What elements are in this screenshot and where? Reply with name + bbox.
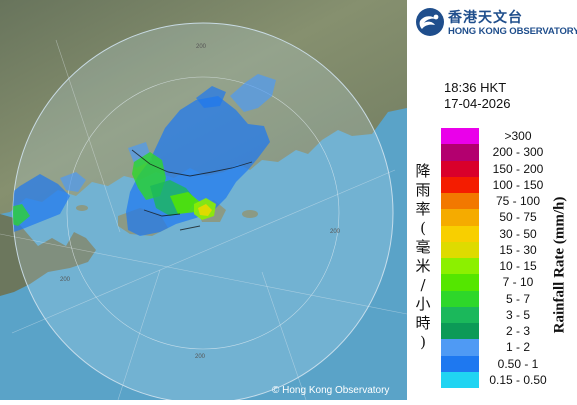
legend-label: 75 - 100 — [495, 194, 541, 208]
legend-label: 30 - 50 — [499, 226, 537, 241]
legend-swatch — [441, 128, 479, 145]
observation-date: 17-04-2026 — [444, 96, 511, 111]
legend-label: 10 - 15 — [499, 259, 537, 273]
legend-item: 30 - 50 — [441, 225, 577, 242]
legend-label: 15 - 30 — [499, 242, 537, 257]
range-label: 200 — [195, 354, 206, 360]
rainfall-echoes — [13, 74, 276, 236]
grid-line — [117, 269, 161, 401]
legend-label: 3 - 5 — [505, 307, 530, 322]
range-label: 200 — [330, 229, 341, 235]
legend-swatch — [441, 290, 479, 307]
legend-swatch — [441, 193, 479, 210]
boundary-line — [131, 149, 253, 231]
rainfall-heavy-echoes — [13, 152, 216, 226]
observation-time: 18:36 HKT — [444, 80, 507, 95]
legend-label: >300 — [504, 129, 532, 143]
grid-line — [11, 169, 396, 334]
legend-item: 0.50 - 1 — [441, 355, 577, 372]
legend-swatch — [441, 258, 479, 275]
island-small — [242, 210, 258, 218]
legend-label: 0.15 - 0.50 — [489, 372, 547, 387]
legend-label: 2 - 3 — [505, 324, 530, 338]
legend-swatch — [441, 176, 479, 193]
legend-item: 100 - 150 — [441, 176, 577, 193]
legend-swatch — [441, 323, 479, 340]
legend-label: 1 - 2 — [505, 340, 530, 355]
legend-item: 3 - 5 — [441, 306, 577, 323]
legend-label: 0.50 - 1 — [497, 356, 539, 371]
legend-item: 5 - 7 — [441, 290, 577, 307]
legend-swatch — [441, 355, 479, 372]
legend-swatch — [441, 225, 479, 242]
legend-item: 2 - 3 — [441, 323, 577, 340]
legend-item: 7 - 10 — [441, 274, 577, 291]
legend-item: 200 - 300 — [441, 144, 577, 161]
radar-map-svg: 200 200 200 200 © Hong Kong Observatory — [0, 0, 408, 404]
legend-swatch — [441, 339, 479, 356]
org-name-cn: 香港天文台 — [448, 10, 523, 26]
legend-label: 50 - 75 — [499, 210, 537, 225]
legend-label: 150 - 200 — [492, 161, 544, 176]
rainfall-color-scale: >300 200 - 300 150 - 200 100 - 150 75 - … — [441, 128, 577, 388]
radar-map[interactable]: 200 200 200 200 © Hong Kong Observatory — [0, 0, 408, 404]
legend-item: 15 - 30 — [441, 241, 577, 258]
legend-swatch — [441, 306, 479, 323]
org-name-en: HONG KONG OBSERVATORY — [448, 26, 577, 37]
copyright-text: © Hong Kong Observatory — [272, 385, 389, 396]
grid-line — [55, 39, 121, 233]
legend-item: 10 - 15 — [441, 258, 577, 275]
legend-item: >300 — [441, 128, 577, 145]
legend-swatch — [441, 144, 479, 161]
legend-swatch — [441, 209, 479, 226]
legend-title-cn: 降 雨 率 ( 毫 米 / 小 時 ) — [415, 162, 431, 351]
legend-swatch — [441, 241, 479, 258]
legend-label: 200 - 300 — [492, 145, 544, 160]
range-label: 200 — [196, 44, 207, 50]
legend-label: 100 - 150 — [492, 177, 544, 192]
legend-title-en: Rainfall Rate (mm/h) — [551, 196, 568, 334]
legend-swatch — [441, 371, 479, 388]
legend-item: 75 - 100 — [441, 193, 577, 210]
island-small — [76, 205, 88, 211]
legend-swatch — [441, 160, 479, 177]
legend-swatch — [441, 274, 479, 291]
hko-logo-icon — [416, 8, 444, 36]
legend-label: 7 - 10 — [502, 275, 534, 290]
grid-line — [261, 271, 307, 401]
legend-item: 150 - 200 — [441, 160, 577, 177]
radar-range-ring-inner — [66, 76, 340, 350]
legend-item: 0.15 - 0.50 — [441, 371, 577, 388]
grid-line — [0, 233, 408, 315]
legend-label: 5 - 7 — [505, 291, 530, 306]
legend-panel: 香港天文台 HONG KONG OBSERVATORY 18:36 HKT 17… — [407, 0, 577, 400]
legend-item: 1 - 2 — [441, 339, 577, 356]
legend-item: 50 - 75 — [441, 209, 577, 226]
range-label: 200 — [60, 277, 71, 283]
